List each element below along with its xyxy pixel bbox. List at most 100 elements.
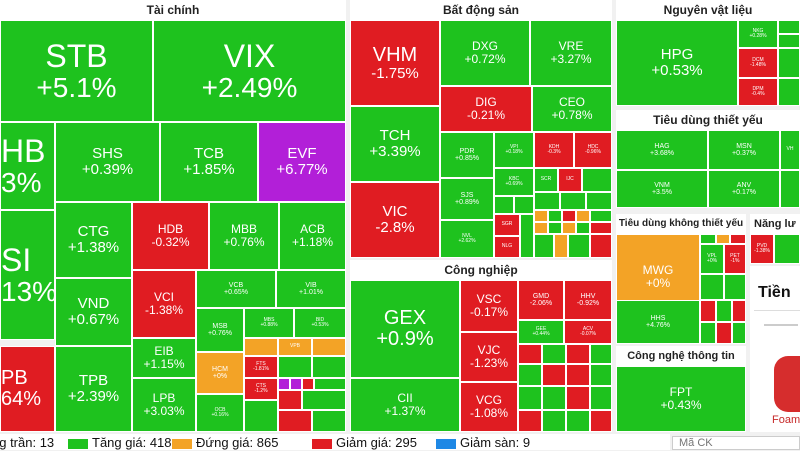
stock-tile-vsc[interactable]: VSC -0.17% <box>460 280 518 332</box>
stock-tile-dpm[interactable]: DPM -0.4% <box>738 78 778 106</box>
stock-tile-hb[interactable]: HB 3% <box>0 122 55 210</box>
stock-tile-vpl[interactable]: VPL +0% <box>700 244 724 274</box>
stock-tile-small-1[interactable] <box>278 356 312 378</box>
stock-tile-tch[interactable]: TCH +3.39% <box>350 106 440 182</box>
stock-tile-small-bds-4[interactable] <box>534 192 560 210</box>
stock-tile-small-tdk-3[interactable] <box>730 234 746 244</box>
stock-tile-hcm[interactable]: HCM +0% <box>196 352 244 394</box>
stock-tile-acv[interactable]: ACV -0.07% <box>564 320 612 344</box>
stock-tile-small-cn-2[interactable] <box>542 344 566 364</box>
stock-tile-msn[interactable]: MSN +0.37% <box>708 130 780 170</box>
stock-tile-sgr[interactable]: SGR <box>494 214 520 236</box>
stock-tile-fts[interactable]: FTS -1.81% <box>244 356 278 378</box>
stock-tile-nvl[interactable]: NVL +2.62% <box>440 220 494 258</box>
stock-tile-small-3[interactable] <box>278 378 290 390</box>
stock-tile-small-10[interactable] <box>278 410 312 432</box>
stock-tile-dcm[interactable]: DCM -1.48% <box>738 48 778 78</box>
stock-tile-pdr[interactable]: PDR +0.85% <box>440 132 494 178</box>
stock-tile-gex[interactable]: GEX +0.9% <box>350 280 460 378</box>
stock-tile-small-6[interactable] <box>314 378 346 390</box>
stock-tile-small-cn-3[interactable] <box>566 344 590 364</box>
stock-tile-small-tdk-6[interactable] <box>700 300 716 322</box>
stock-tile-gee[interactable]: GEE +0.44% <box>518 320 564 344</box>
stock-tile-small-cn-12[interactable] <box>590 386 612 410</box>
stock-tile-small-tdk-4[interactable] <box>700 274 724 300</box>
stock-tile-small-bds-8[interactable] <box>534 210 548 222</box>
stock-tile-ctg[interactable]: CTG +1.38% <box>55 202 132 278</box>
stock-tile-scr[interactable]: SCR <box>534 168 558 192</box>
stock-tile-hdb[interactable]: HDB -0.32% <box>132 202 209 270</box>
stock-tile-bid[interactable]: BID +0.53% <box>294 308 346 338</box>
stock-tile-eib[interactable]: EIB +1.15% <box>132 338 196 378</box>
stock-tile-nkg[interactable]: NKG +0.28% <box>738 20 778 48</box>
stock-tile-small-cn-16[interactable] <box>590 410 612 432</box>
stock-tile-small-5[interactable] <box>302 378 314 390</box>
stock-tile-small-nl-1[interactable] <box>774 234 800 264</box>
stock-tile-small-2[interactable] <box>312 356 346 378</box>
stock-tile-small-bds-17[interactable] <box>590 222 612 234</box>
stock-tile-small-bds-21[interactable] <box>590 234 612 258</box>
stock-tile-hhv[interactable]: HHV -0.92% <box>564 280 612 320</box>
stock-tile-small-bds-15[interactable] <box>562 222 576 234</box>
stock-tile-small-cn-11[interactable] <box>566 386 590 410</box>
stock-tile-small-cn-4[interactable] <box>590 344 612 364</box>
stock-tile-ocb[interactable]: OCB +0.16% <box>196 394 244 432</box>
stock-tile-small-cn-10[interactable] <box>542 386 566 410</box>
stock-tile-small-cn-1[interactable] <box>518 344 542 364</box>
stock-tile-small-cn-8[interactable] <box>590 364 612 386</box>
stock-tile-stb[interactable]: STB +5.1% <box>0 20 153 122</box>
stock-tile-pvd[interactable]: PVD -1.38% <box>750 234 774 264</box>
stock-tile-hpg[interactable]: HPG +0.53% <box>616 20 738 106</box>
stock-tile-hhs[interactable]: HHS +4.76% <box>616 300 700 344</box>
stock-tile-sjs[interactable]: SJS +0.89% <box>440 178 494 220</box>
stock-tile-shs[interactable]: SHS +0.39% <box>55 122 160 202</box>
stock-tile-small-tdk-9[interactable] <box>700 322 716 344</box>
stock-tile-small-9[interactable] <box>244 400 278 432</box>
stock-tile-small-bds-20[interactable] <box>568 234 590 258</box>
stock-tile-small-bds-3[interactable] <box>514 196 534 214</box>
stock-tile-vci[interactable]: VCI -1.38% <box>132 270 196 338</box>
stock-tile-dxg[interactable]: DXG +0.72% <box>440 20 530 86</box>
stock-tile-gmd[interactable]: GMD -2.06% <box>518 280 564 320</box>
stock-tile-small-11[interactable] <box>312 410 346 432</box>
stock-tile-small-bds-12[interactable] <box>590 210 612 222</box>
stock-tile-vnm[interactable]: VNM +3.5% <box>616 170 708 208</box>
stock-tile-ssi-small[interactable] <box>312 338 346 356</box>
stock-tile-vib[interactable]: VIB +1.01% <box>276 270 346 308</box>
stock-tile-small-tdk-8[interactable] <box>732 300 746 322</box>
stock-tile-cts[interactable]: CTS -1.2% <box>244 378 278 400</box>
stock-tile-small-cn-9[interactable] <box>518 386 542 410</box>
stock-tile-vcg[interactable]: VCG -1.08% <box>460 382 518 432</box>
stock-tile-hdc[interactable]: HDC -0.96% <box>574 132 612 168</box>
stock-tile-small-nvl-1[interactable] <box>778 20 800 34</box>
stock-tile-small-cn-7[interactable] <box>566 364 590 386</box>
stock-tile-evf[interactable]: EVF +6.77% <box>258 122 346 202</box>
stock-tile-hag[interactable]: HAG +3.68% <box>616 130 708 170</box>
stock-tile-vcb[interactable]: VCB +0.65% <box>196 270 276 308</box>
stock-tile-fpt[interactable]: FPT +0.43% <box>616 366 746 432</box>
stock-tile-small-bds-5[interactable] <box>560 192 586 210</box>
stock-tile-vix[interactable]: VIX +2.49% <box>153 20 346 122</box>
stock-tile-vhm[interactable]: VHM -1.75% <box>350 20 440 106</box>
stock-tile-cii[interactable]: CII +1.37% <box>350 378 460 432</box>
stock-tile-small-cn-15[interactable] <box>566 410 590 432</box>
stock-tile-small-cn-14[interactable] <box>542 410 566 432</box>
stock-tile-ijc[interactable]: IJC <box>558 168 582 192</box>
stock-tile-small-bds-9[interactable] <box>548 210 562 222</box>
stock-tile-anv[interactable]: ANV +0.17% <box>708 170 780 208</box>
stock-tile-small-cn-13[interactable] <box>518 410 542 432</box>
stock-tile-vjc[interactable]: VJC -1.23% <box>460 332 518 382</box>
stock-tile-vre[interactable]: VRE +3.27% <box>530 20 612 86</box>
stock-tile-small-tdk-2[interactable] <box>716 234 730 244</box>
stock-tile-small-bds-16[interactable] <box>576 222 590 234</box>
stock-tile-small-tdk-7[interactable] <box>716 300 732 322</box>
stock-tile-small-tdk-11[interactable] <box>732 322 746 344</box>
stock-tile-small-cn-6[interactable] <box>542 364 566 386</box>
stock-tile-small-bds-18[interactable] <box>534 234 554 258</box>
stock-tile-small-tdk-5[interactable] <box>724 274 746 300</box>
stock-tile-small-nvl-2[interactable] <box>778 34 800 48</box>
stock-tile-tcb[interactable]: TCB +1.85% <box>160 122 258 202</box>
stock-tile-vnd[interactable]: VND +0.67% <box>55 278 132 346</box>
stock-tile-dig[interactable]: DIG -0.21% <box>440 86 532 132</box>
stock-code-search-input[interactable] <box>672 436 800 450</box>
